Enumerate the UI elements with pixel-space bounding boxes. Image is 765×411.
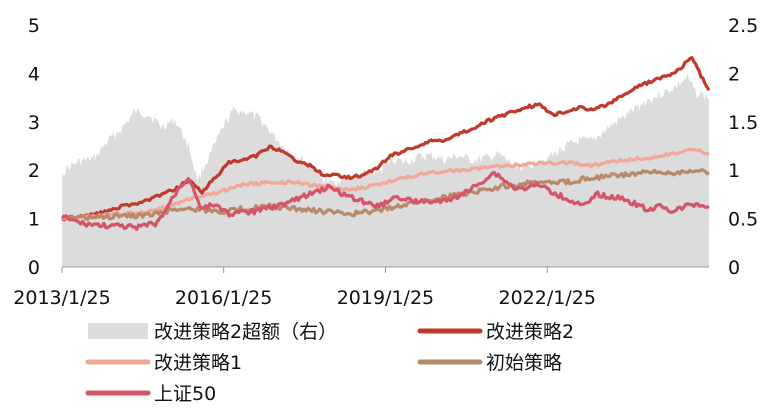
left-y-tick-label: 2 xyxy=(28,160,40,182)
legend-label: 改进策略1 xyxy=(154,352,242,374)
left-y-tick-label: 0 xyxy=(28,257,40,279)
left-y-tick-label: 3 xyxy=(28,112,40,134)
right-y-tick-label: 0.5 xyxy=(728,209,758,231)
x-tick-label: 2016/1/25 xyxy=(175,287,272,309)
right-y-axis: 0 0.5 1 1.5 2 2.5 xyxy=(728,15,758,279)
left-y-tick-label: 1 xyxy=(28,209,40,231)
plot-area xyxy=(60,56,711,267)
left-y-tick-label: 5 xyxy=(28,15,40,37)
series-line-4 xyxy=(61,170,710,231)
x-tick-label: 2022/1/25 xyxy=(499,287,596,309)
legend-label: 初始策略 xyxy=(486,352,562,374)
series-line-3 xyxy=(60,168,710,222)
x-tick-label: 2019/1/25 xyxy=(337,287,434,309)
right-y-tick-label: 0 xyxy=(728,257,740,279)
legend-label: 改进策略2 xyxy=(486,321,574,343)
x-axis: 2013/1/25 2016/1/25 2019/1/25 2022/1/25 xyxy=(13,267,596,309)
right-y-tick-label: 1.5 xyxy=(728,112,758,134)
legend-label: 上证50 xyxy=(154,383,216,405)
legend-label: 改进策略2超额（右） xyxy=(154,321,337,343)
series-area-excess-return xyxy=(62,73,709,267)
right-y-tick-label: 2.5 xyxy=(728,15,758,37)
left-y-tick-label: 4 xyxy=(28,63,40,85)
right-y-tick-label: 2 xyxy=(728,63,740,85)
left-y-axis: 0 1 2 3 4 5 xyxy=(28,15,40,279)
series-line-1 xyxy=(61,56,711,222)
x-tick-label: 2013/1/25 xyxy=(13,287,110,309)
right-y-tick-label: 1 xyxy=(728,160,740,182)
legend-swatch xyxy=(88,323,148,339)
